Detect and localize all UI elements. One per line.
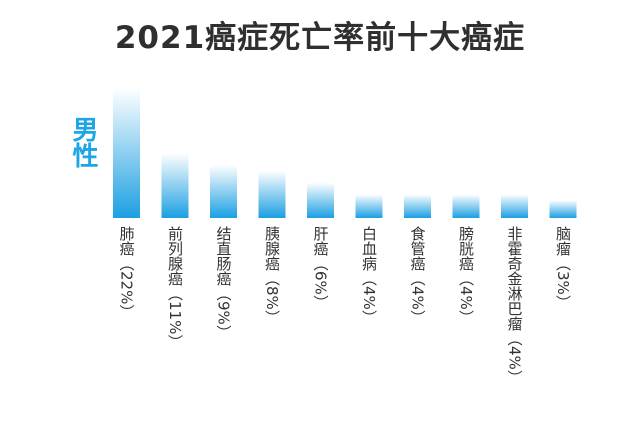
bar-6 xyxy=(355,194,383,218)
bar-5 xyxy=(307,182,334,218)
bar-3 xyxy=(210,164,237,218)
bar-1 xyxy=(113,88,140,218)
series-label-male: 男性 xyxy=(68,116,98,168)
category-label-2: 前列腺癌（11%） xyxy=(166,226,184,349)
category-label-7: 食管癌（4%） xyxy=(409,226,427,325)
category-label-10: 脑瘤（3%） xyxy=(554,226,572,310)
bar-9 xyxy=(501,194,528,218)
category-label-4: 胰腺癌（8%） xyxy=(263,226,281,325)
category-label-5: 肝癌（6%） xyxy=(312,226,330,310)
bar-10 xyxy=(549,200,577,218)
category-label-1: 肺癌（22%） xyxy=(118,226,136,319)
bar-7 xyxy=(404,194,431,218)
category-label-3: 结直肠癌（9%） xyxy=(215,226,233,340)
bar-2 xyxy=(161,153,189,218)
chart-title: 2021癌症死亡率前十大癌症 xyxy=(114,20,526,56)
bar-4 xyxy=(258,170,286,218)
category-label-6: 白血病（4%） xyxy=(360,226,378,325)
bar-8 xyxy=(452,194,480,218)
category-label-9: 非霍奇金淋巴瘤（4%） xyxy=(506,226,524,385)
category-label-8: 膀胱癌（4%） xyxy=(457,226,475,325)
